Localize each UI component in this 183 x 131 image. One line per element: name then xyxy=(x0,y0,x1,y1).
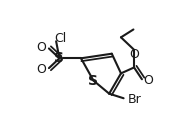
Text: O: O xyxy=(36,41,46,54)
Text: O: O xyxy=(143,74,153,87)
Text: S: S xyxy=(54,51,64,65)
Text: O: O xyxy=(129,48,139,61)
Text: S: S xyxy=(88,74,98,88)
Text: O: O xyxy=(36,63,46,76)
Text: Cl: Cl xyxy=(54,32,66,45)
Text: Br: Br xyxy=(128,93,142,106)
